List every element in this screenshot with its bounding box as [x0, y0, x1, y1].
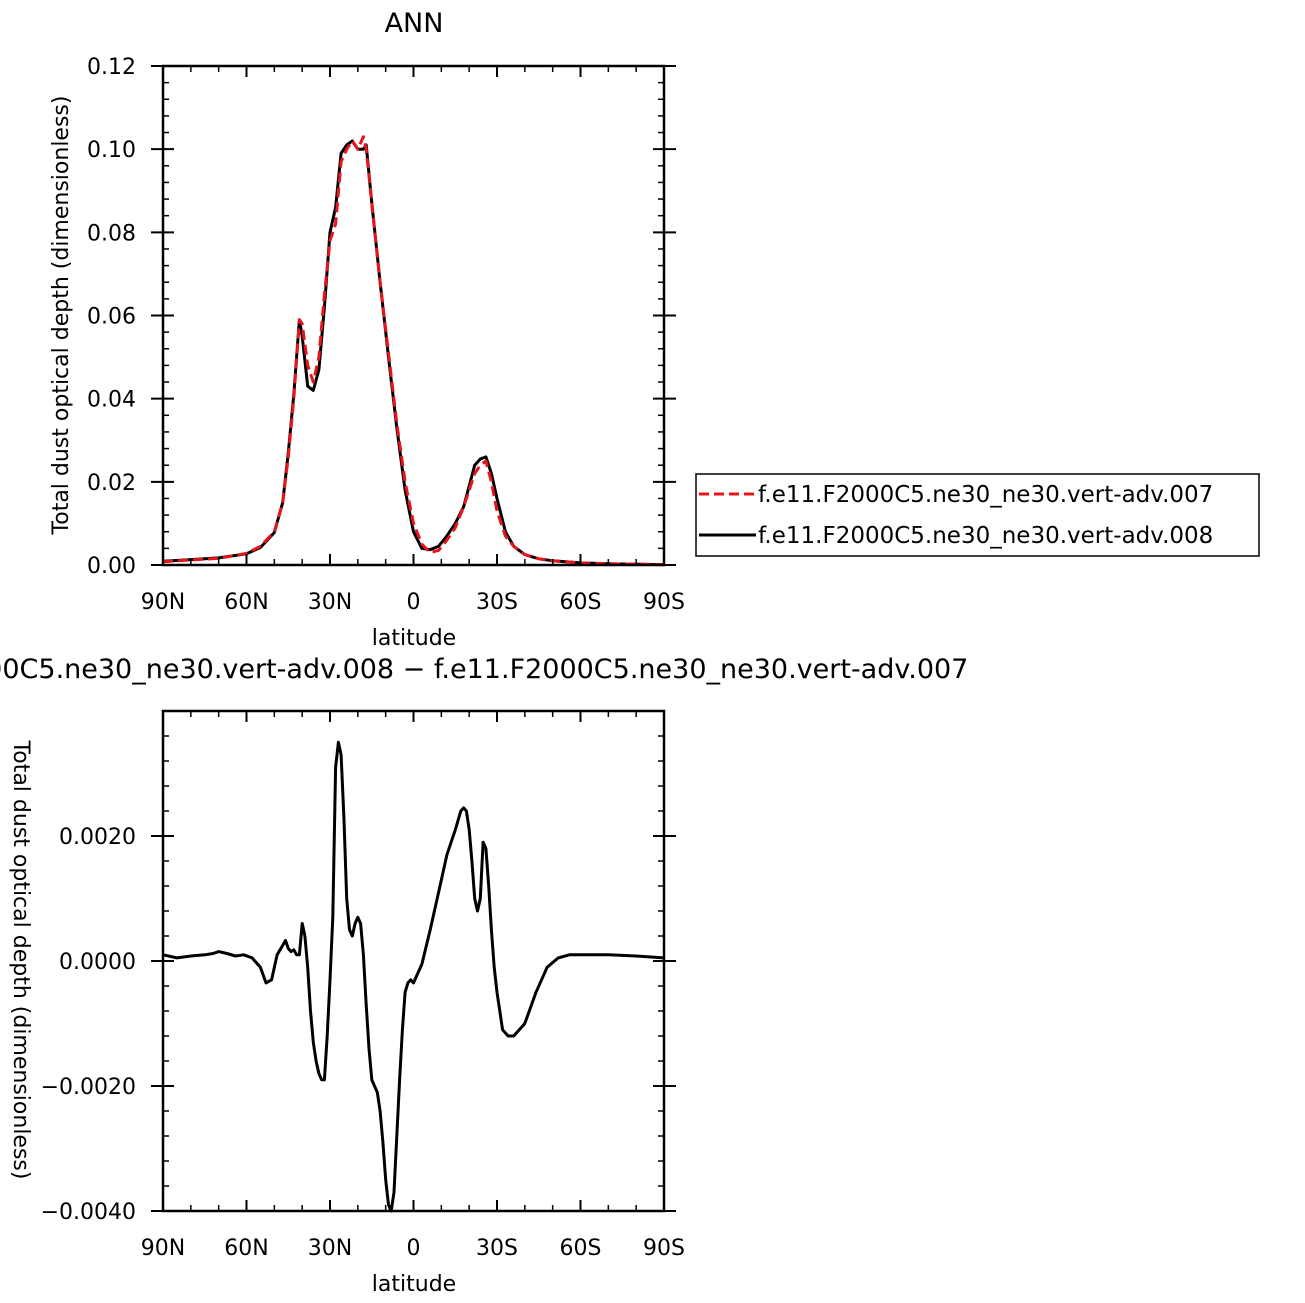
legend-box: [695, 473, 1260, 557]
bottom-series-line-1: [162, 740, 665, 1213]
legend-label-008: f.e11.F2000C5.ne30_ne30.vert-adv.008: [758, 523, 1213, 549]
top-y-tick-label: 0.08: [87, 221, 136, 246]
top-x-tick-label: 60N: [224, 590, 268, 615]
top-y-tick-label: 0.00: [87, 554, 136, 579]
top-y-tick-label: 0.06: [87, 305, 136, 330]
top-panel: ANN Total dust optical depth (dimensionl…: [49, 8, 685, 651]
top-x-tick-label: 30N: [308, 590, 352, 615]
top-plot-frame: [161, 64, 666, 567]
bottom-x-tick-label: 90N: [141, 1236, 185, 1261]
top-y-tick-label: 0.12: [87, 55, 136, 80]
bottom-plot-frame: [161, 709, 666, 1213]
top-x-tick-label: 0: [407, 590, 421, 615]
bottom-x-tick-label: 60S: [560, 1236, 602, 1261]
top-x-tick-label: 90S: [643, 590, 685, 615]
top-series-line-1: [162, 135, 665, 567]
bottom-x-tick-label: 30S: [476, 1236, 518, 1261]
bottom-x-tick-label: 60N: [224, 1236, 268, 1261]
top-series-line-2: [162, 139, 665, 567]
bottom-x-axis-label: latitude: [372, 1272, 456, 1297]
bottom-x-tick-label: 30N: [308, 1236, 352, 1261]
bottom-y-tick-label: −0.0040: [41, 1200, 136, 1225]
top-y-tick-label: 0.10: [87, 138, 136, 163]
bottom-panel: f.e11.F2000C5.ne30_ne30.vert-adv.008 − f…: [0, 654, 968, 1297]
top-chart-title: ANN: [385, 8, 444, 39]
top-y-tick-label: 0.04: [87, 388, 136, 413]
top-x-tick-label: 30S: [476, 590, 518, 615]
top-x-axis-label: latitude: [372, 626, 456, 651]
top-y-axis-label: Total dust optical depth (dimensionless): [49, 96, 74, 536]
top-y-tick-label: 0.02: [87, 471, 136, 496]
bottom-y-axis-label: Total dust optical depth (dimensionless): [8, 740, 33, 1180]
bottom-y-tick-label: 0.0000: [59, 950, 136, 975]
bottom-y-tick-label: 0.0020: [59, 825, 136, 850]
legend-label-007: f.e11.F2000C5.ne30_ne30.vert-adv.007: [758, 482, 1213, 508]
bottom-x-tick-label: 0: [407, 1236, 421, 1261]
bottom-y-tick-label: −0.0020: [41, 1075, 136, 1100]
legend: f.e11.F2000C5.ne30_ne30.vert-adv.007 f.e…: [695, 473, 1260, 557]
bottom-x-tick-label: 90S: [643, 1236, 685, 1261]
bottom-chart-title: f.e11.F2000C5.ne30_ne30.vert-adv.008 − f…: [0, 654, 968, 685]
top-x-tick-label: 60S: [560, 590, 602, 615]
top-x-tick-label: 90N: [141, 590, 185, 615]
